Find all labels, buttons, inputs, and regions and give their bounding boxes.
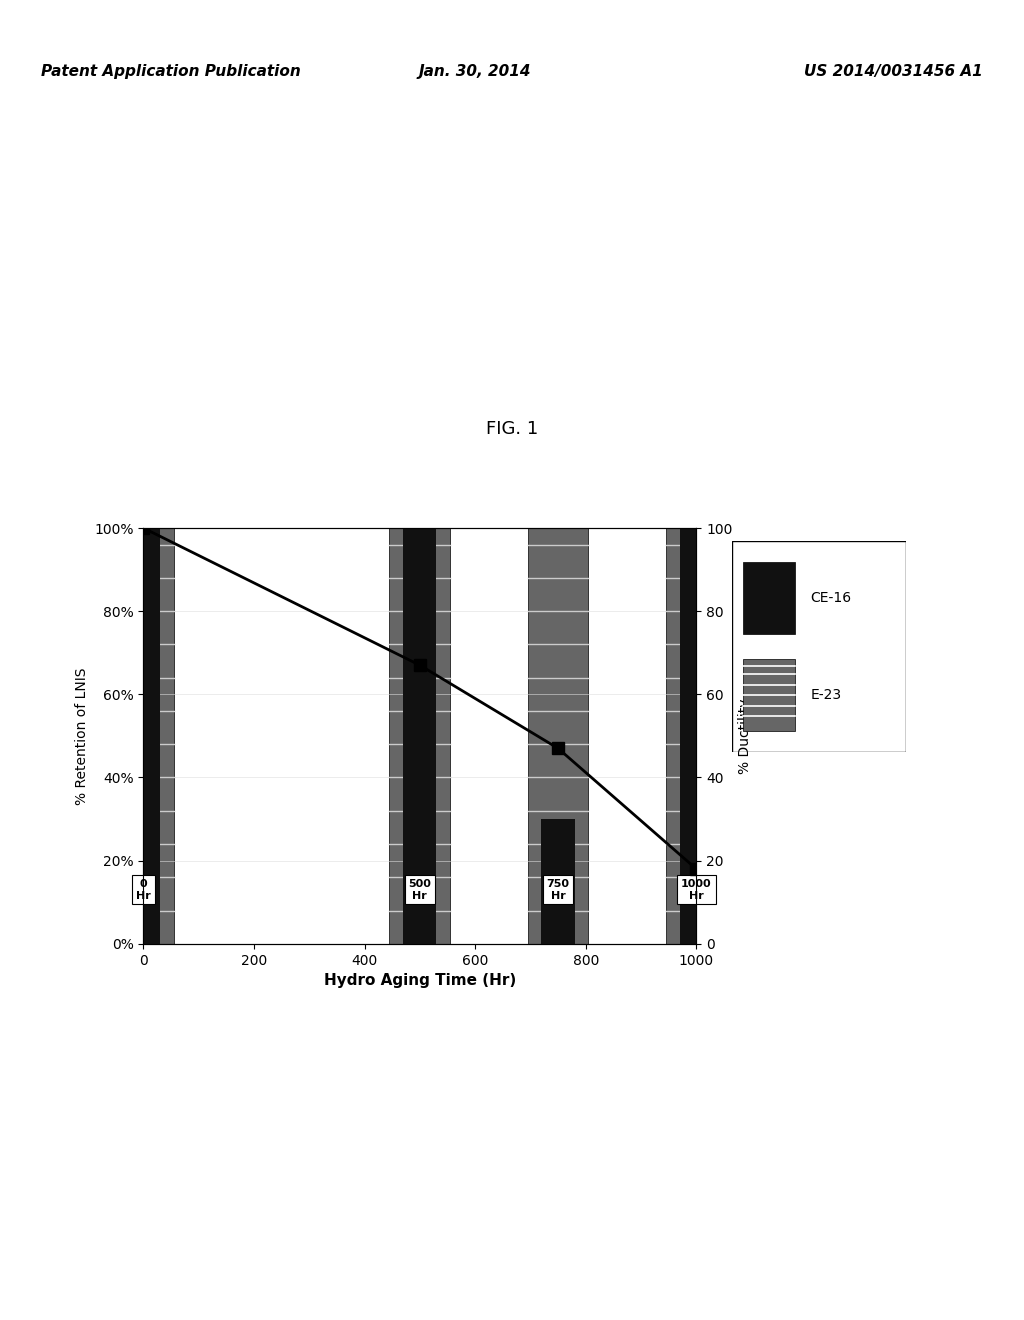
Bar bbox=[389, 528, 451, 944]
Text: Jan. 30, 2014: Jan. 30, 2014 bbox=[418, 63, 530, 79]
Bar bbox=[742, 660, 795, 731]
Text: 500
Hr: 500 Hr bbox=[409, 879, 431, 900]
Y-axis label: % Ductility: % Ductility bbox=[738, 698, 752, 774]
X-axis label: Hydro Aging Time (Hr): Hydro Aging Time (Hr) bbox=[324, 973, 516, 989]
Text: CE-16: CE-16 bbox=[811, 591, 852, 606]
Text: Patent Application Publication: Patent Application Publication bbox=[41, 63, 301, 79]
Bar bbox=[666, 528, 727, 944]
Text: FIG. 1: FIG. 1 bbox=[485, 420, 539, 438]
Y-axis label: % Retention of LNIS: % Retention of LNIS bbox=[75, 667, 89, 805]
Text: 0
Hr: 0 Hr bbox=[136, 879, 151, 900]
Bar bbox=[113, 528, 174, 944]
Bar bbox=[742, 562, 795, 634]
Bar bbox=[680, 528, 713, 944]
Bar bbox=[403, 528, 436, 944]
Text: US 2014/0031456 A1: US 2014/0031456 A1 bbox=[804, 63, 983, 79]
Bar bbox=[127, 528, 160, 944]
Bar bbox=[527, 528, 589, 944]
Text: 1000
Hr: 1000 Hr bbox=[681, 879, 712, 900]
Text: E-23: E-23 bbox=[811, 688, 842, 702]
Bar bbox=[542, 818, 574, 944]
Text: 750
Hr: 750 Hr bbox=[547, 879, 569, 900]
